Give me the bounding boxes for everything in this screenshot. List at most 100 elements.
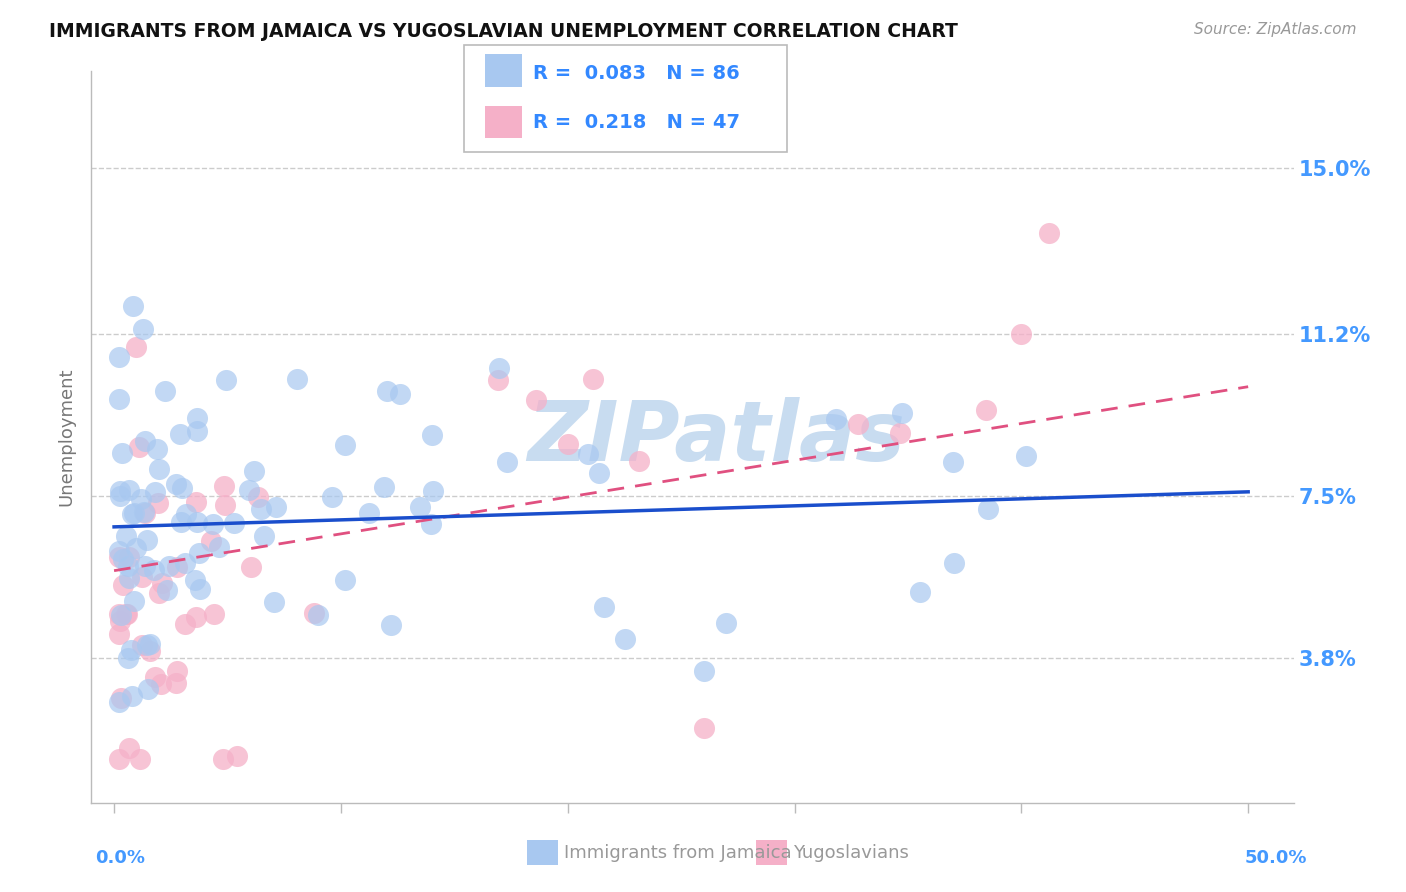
Point [157,559,180,574]
Point [188,582,211,596]
Point [108,489,131,503]
Text: R =  0.218   N = 47: R = 0.218 N = 47 [533,112,740,132]
Text: 50.0%: 50.0% [1246,849,1308,867]
Point [321,490,343,504]
Point [108,627,131,641]
Point [201,517,224,532]
Point [149,677,172,691]
Point [977,501,1000,516]
Point [246,490,269,504]
Point [117,558,139,573]
Point [335,438,357,452]
Point [136,533,159,548]
Point [184,573,207,587]
Point [373,480,395,494]
Point [166,560,188,574]
Point [889,425,911,440]
Point [112,577,135,591]
Point [214,499,236,513]
Point [202,607,225,621]
Point [186,494,208,508]
Point [285,372,308,386]
Point [222,516,245,530]
Point [145,484,167,499]
Point [148,462,170,476]
Point [121,689,143,703]
Point [212,752,235,766]
Point [420,517,443,532]
Point [576,447,599,461]
Point [388,387,411,401]
Point [974,403,997,417]
Point [307,607,329,622]
Text: Immigrants from Jamaica: Immigrants from Jamaica [564,844,792,862]
Point [131,570,153,584]
Point [488,361,510,376]
Point [146,496,169,510]
Point [628,454,651,468]
Point [891,406,914,420]
Point [557,437,579,451]
Point [187,546,209,560]
Point [240,560,263,574]
Point [107,607,129,621]
Point [238,483,260,497]
Point [165,675,187,690]
Point [908,584,931,599]
Point [107,549,129,564]
Point [145,442,167,457]
Point [110,690,132,705]
Point [214,479,236,493]
Point [174,556,197,570]
Point [174,507,197,521]
Point [118,741,141,756]
Point [170,481,193,495]
Point [122,594,145,608]
Point [184,609,207,624]
Point [1010,327,1032,342]
Point [264,500,287,514]
Point [302,606,325,620]
Point [942,556,965,570]
Point [132,505,155,519]
Point [139,644,162,658]
Point [582,372,605,386]
Point [115,607,138,621]
Point [110,608,132,623]
Point [824,412,846,426]
Point [150,575,173,590]
Point [115,529,138,543]
Point [942,455,965,469]
Point [524,392,547,407]
Point [846,417,869,432]
Point [118,483,141,497]
Point [108,483,131,498]
Point [121,299,143,313]
Point [125,340,148,354]
Point [111,446,134,460]
Point [169,427,191,442]
Point [125,541,148,555]
Point [115,607,138,622]
Point [242,464,264,478]
Point [124,506,146,520]
Text: IMMIGRANTS FROM JAMAICA VS YUGOSLAVIAN UNEMPLOYMENT CORRELATION CHART: IMMIGRANTS FROM JAMAICA VS YUGOSLAVIAN U… [49,22,957,41]
Point [186,515,208,529]
Point [592,600,614,615]
Point [107,350,129,364]
Point [107,695,129,709]
Point [118,571,141,585]
Point [132,322,155,336]
Point [107,392,129,407]
Point [107,752,129,766]
Point [112,552,135,566]
Point [409,500,432,515]
Point [166,664,188,678]
Point [380,617,402,632]
Text: 0.0%: 0.0% [96,849,146,867]
Point [156,583,179,598]
Point [208,541,231,555]
Point [375,384,398,398]
Point [215,373,238,387]
Y-axis label: Unemployment: Unemployment [58,368,76,507]
